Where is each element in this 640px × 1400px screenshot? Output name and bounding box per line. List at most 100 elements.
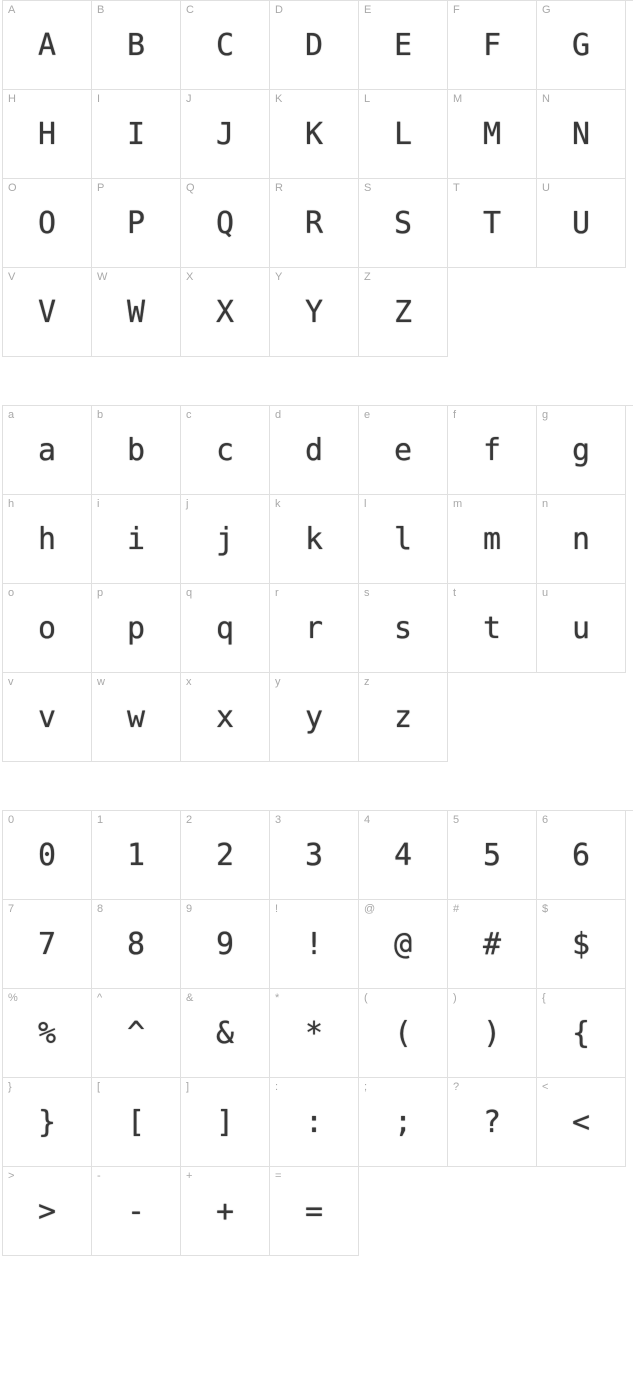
glyph-cell: HH [3, 90, 92, 179]
glyph-display: l [394, 525, 412, 555]
glyph-display: = [305, 1197, 323, 1227]
glyph-display: t [483, 614, 501, 644]
glyph-display: H [38, 120, 56, 150]
glyph-display: V [38, 298, 56, 328]
glyph-label: M [453, 93, 462, 105]
glyph-label: h [8, 498, 14, 510]
glyph-label: J [186, 93, 192, 105]
glyph-cell: EE [359, 1, 448, 90]
glyph-display: 5 [483, 841, 501, 871]
glyph-cell: 11 [92, 811, 181, 900]
glyph-label: Z [364, 271, 371, 283]
character-map-page: AABBCCDDEEFFGGHHIIJJKKLLMMNNOOPPQQRRSSTT… [0, 0, 640, 1256]
glyph-cell: ww [92, 673, 181, 762]
glyph-label: l [364, 498, 366, 510]
glyph-display: @ [394, 930, 412, 960]
glyph-display: a [38, 436, 56, 466]
glyph-cell: }} [3, 1078, 92, 1167]
glyph-display: ] [216, 1108, 234, 1138]
glyph-label: j [186, 498, 188, 510]
glyph-label: ( [364, 992, 368, 1004]
glyph-grid-lowercase: aabbccddeeffgghhiijjkkllmmnnooppqqrrsstt… [2, 405, 633, 762]
glyph-cell: !! [270, 900, 359, 989]
glyph-display: z [394, 703, 412, 733]
glyph-display: 0 [38, 841, 56, 871]
glyph-label: f [453, 409, 456, 421]
glyph-display: [ [127, 1108, 145, 1138]
glyph-display: R [305, 209, 323, 239]
glyph-cell: ll [359, 495, 448, 584]
glyph-cell: {{ [537, 989, 626, 1078]
glyph-cell: PP [92, 179, 181, 268]
glyph-label: I [97, 93, 100, 105]
glyph-cell: ** [270, 989, 359, 1078]
glyph-cell: uu [537, 584, 626, 673]
glyph-display: i [127, 525, 145, 555]
glyph-cell: 55 [448, 811, 537, 900]
glyph-label: m [453, 498, 462, 510]
glyph-display: > [38, 1197, 56, 1227]
glyph-display: + [216, 1197, 234, 1227]
glyph-label: K [275, 93, 282, 105]
glyph-cell: [[ [92, 1078, 181, 1167]
glyph-label: 6 [542, 814, 548, 826]
glyph-cell: && [181, 989, 270, 1078]
glyph-cell: vv [3, 673, 92, 762]
glyph-display: ^ [127, 1019, 145, 1049]
glyph-cell: )) [448, 989, 537, 1078]
glyph-cell: hh [3, 495, 92, 584]
glyph-cell: rr [270, 584, 359, 673]
glyph-label: 5 [453, 814, 459, 826]
glyph-label: # [453, 903, 459, 915]
glyph-label: d [275, 409, 281, 421]
glyph-cell: UU [537, 179, 626, 268]
glyph-cell: MM [448, 90, 537, 179]
glyph-display: J [216, 120, 234, 150]
glyph-display: p [127, 614, 145, 644]
glyph-label: U [542, 182, 550, 194]
glyph-cell: jj [181, 495, 270, 584]
glyph-cell: TT [448, 179, 537, 268]
glyph-label: i [97, 498, 99, 510]
glyph-display: 8 [127, 930, 145, 960]
glyph-label: y [275, 676, 281, 688]
glyph-cell: ^^ [92, 989, 181, 1078]
glyph-display: y [305, 703, 323, 733]
glyph-label: b [97, 409, 103, 421]
glyph-display: L [394, 120, 412, 150]
glyph-display: { [572, 1019, 590, 1049]
glyph-label: v [8, 676, 14, 688]
glyph-label: V [8, 271, 15, 283]
glyph-display: 3 [305, 841, 323, 871]
glyph-cell: ff [448, 406, 537, 495]
glyph-cell: YY [270, 268, 359, 357]
glyph-cell: SS [359, 179, 448, 268]
glyph-label: N [542, 93, 550, 105]
glyph-display: e [394, 436, 412, 466]
glyph-display: I [127, 120, 145, 150]
glyph-label: E [364, 4, 371, 16]
glyph-display: * [305, 1019, 323, 1049]
glyph-display: F [483, 31, 501, 61]
glyph-label: - [97, 1170, 101, 1182]
glyph-label: e [364, 409, 370, 421]
glyph-cell: KK [270, 90, 359, 179]
glyph-cell: ?? [448, 1078, 537, 1167]
glyph-cell: ++ [181, 1167, 270, 1256]
glyph-cell: mm [448, 495, 537, 584]
glyph-display: c [216, 436, 234, 466]
glyph-cell: CC [181, 1, 270, 90]
glyph-label: u [542, 587, 548, 599]
glyph-label: ) [453, 992, 457, 1004]
glyph-display: ; [394, 1108, 412, 1138]
glyph-label: c [186, 409, 192, 421]
glyph-cell: ;; [359, 1078, 448, 1167]
glyph-label: 7 [8, 903, 14, 915]
glyph-label: 2 [186, 814, 192, 826]
glyph-display: v [38, 703, 56, 733]
glyph-cell: cc [181, 406, 270, 495]
glyph-display: q [216, 614, 234, 644]
glyph-grid-digits-symbols: 00112233445566778899!!@@##$$%%^^&&**(())… [2, 810, 633, 1256]
glyph-display: } [38, 1108, 56, 1138]
glyph-label: 8 [97, 903, 103, 915]
